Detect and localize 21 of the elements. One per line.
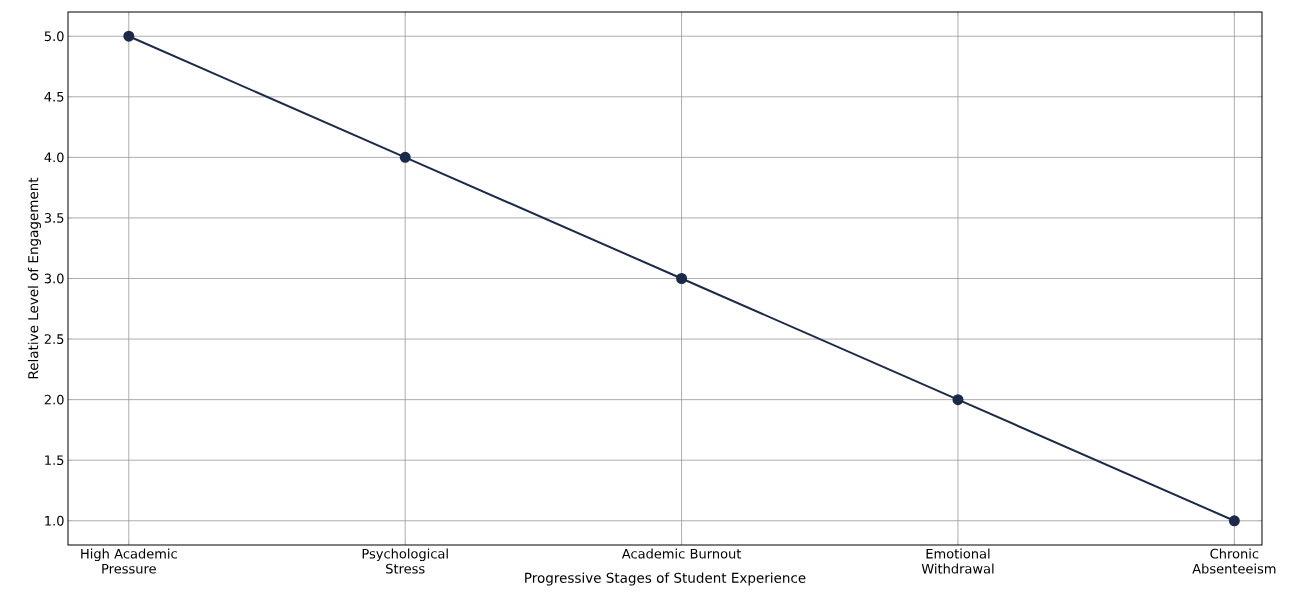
x-tick-label: Chronic Absenteeism — [1192, 548, 1276, 574]
point — [952, 394, 964, 406]
y-tick-label: 4.0 — [44, 152, 64, 163]
y-tick-label: 5.0 — [44, 31, 64, 42]
x-tick-label: Psychological Stress — [362, 548, 448, 574]
x-tick-label: Academic Burnout — [621, 548, 742, 559]
y-tick-label: 2.0 — [44, 394, 64, 405]
y-tick-label: 3.0 — [44, 273, 64, 284]
point — [399, 151, 411, 163]
point — [676, 273, 688, 284]
y-tick-label: 1.5 — [45, 455, 64, 466]
y-axis-title: Relative Level of Engagement — [27, 177, 41, 379]
x-tick-label: Emotional Withdrawal — [921, 548, 994, 574]
y-tick-label: 1.0 — [45, 515, 64, 526]
y-tick-label: 4.5 — [44, 91, 64, 102]
point — [1228, 515, 1240, 527]
y-tick-label: 3.5 — [44, 213, 64, 223]
x-tick-label: High Academic Pressure — [81, 548, 177, 574]
x-axis-title: Progressive Stages of Student Experience — [525, 572, 806, 586]
y-tick-label: 2.5 — [44, 334, 64, 344]
point — [123, 30, 135, 42]
